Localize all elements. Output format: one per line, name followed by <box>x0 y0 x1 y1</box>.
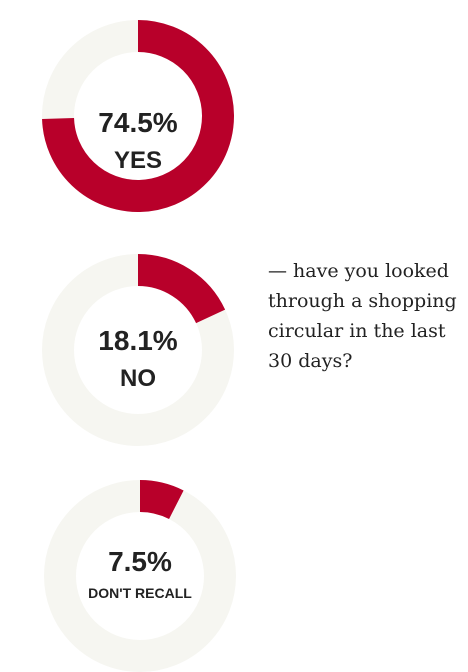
percent-label-dont-recall: 7.5% <box>108 546 172 577</box>
percent-label-no: 18.1% <box>98 325 177 356</box>
donut-slice-dont-recall <box>139 480 184 520</box>
donut-svg-dont-recall: 7.5% DON'T RECALL <box>44 480 236 672</box>
donut-svg-no: 18.1% NO <box>42 254 234 446</box>
donut-slice-no <box>137 254 226 324</box>
percent-label-yes: 74.5% <box>98 107 177 138</box>
category-label-yes: YES <box>114 147 162 174</box>
donut-svg-yes: 74.5% YES <box>42 20 234 212</box>
category-label-no: NO <box>120 365 156 392</box>
survey-question: — have you looked through a shopping cir… <box>268 260 457 372</box>
donut-chart-no: 18.1% NO <box>42 254 234 446</box>
donut-chart-yes: 74.5% YES <box>42 20 234 212</box>
category-label-dont-recall: DON'T RECALL <box>88 585 192 601</box>
donut-slice-yes <box>42 20 234 212</box>
donut-chart-dont-recall: 7.5% DON'T RECALL <box>44 480 236 672</box>
